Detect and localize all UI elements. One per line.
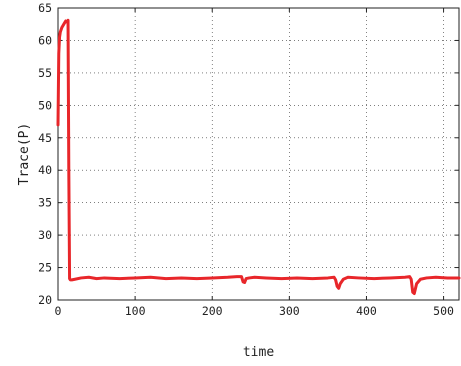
x-tick-label: 400 (356, 304, 377, 318)
y-tick-label: 60 (38, 33, 52, 47)
y-tick-label: 55 (38, 66, 52, 80)
x-tick-label: 300 (279, 304, 300, 318)
grid-lines (58, 8, 459, 300)
y-tick-label: 50 (38, 98, 52, 112)
y-tick-label: 35 (38, 196, 52, 210)
x-tick-label: 200 (202, 304, 223, 318)
y-tick-label: 45 (38, 131, 52, 145)
x-tick-label: 100 (125, 304, 146, 318)
y-tick-label: 25 (38, 261, 52, 275)
x-tick-label: 0 (55, 304, 62, 318)
y-tick-label: 30 (38, 228, 52, 242)
y-tick-label: 20 (38, 293, 52, 307)
plot-frame (57, 7, 460, 301)
series-group (56, 18, 461, 296)
y-tick-label: 65 (38, 1, 52, 15)
plot-area (58, 8, 459, 300)
y-axis-label: Trace(P) (17, 123, 32, 186)
x-tick-label: 500 (433, 304, 454, 318)
y-tick-label: 40 (38, 163, 52, 177)
axis-ticks: 0 100 200 300 400 500 20 25 30 35 40 45 50 55 60 65 (38, 1, 459, 318)
x-axis-label: time (243, 345, 274, 360)
series-line (56, 18, 461, 296)
